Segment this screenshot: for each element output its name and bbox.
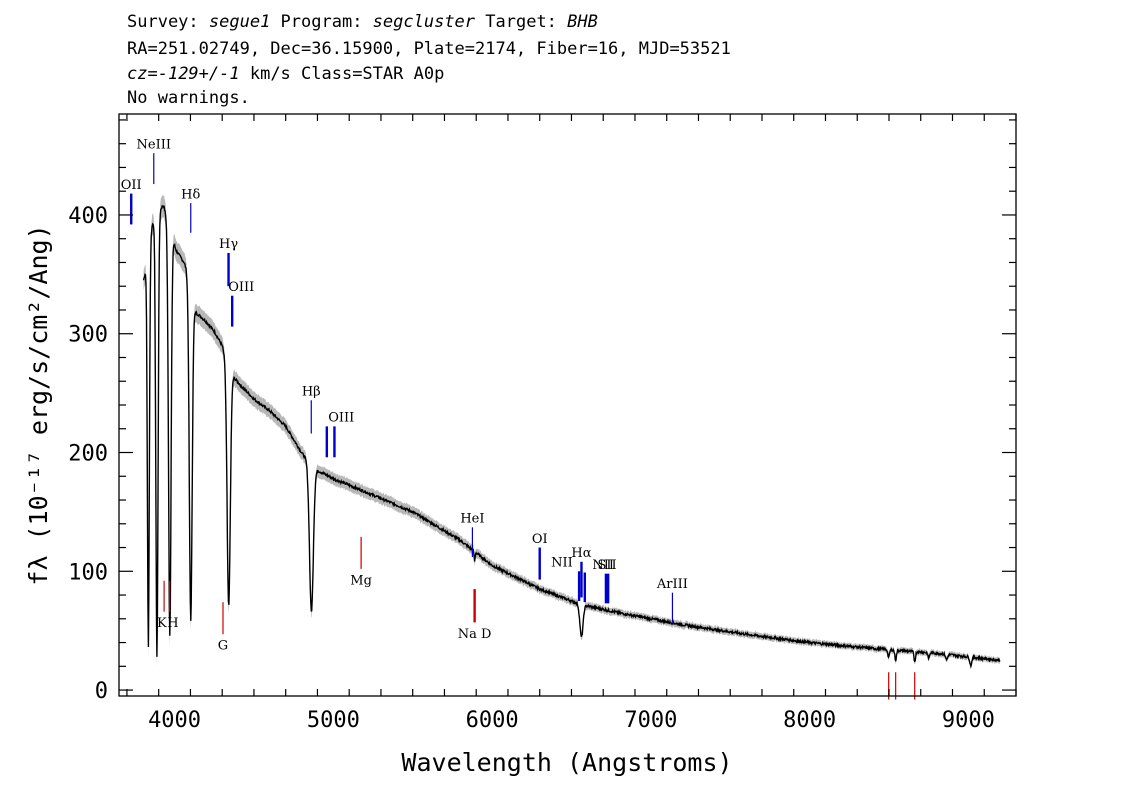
emission-label: Hγ bbox=[219, 237, 238, 252]
header-line-coords: RA=251.02749, Dec=36.15900, Plate=2174, … bbox=[127, 39, 731, 59]
spectrum-line bbox=[142, 204, 1001, 669]
error-band bbox=[143, 195, 1001, 670]
survey-value: segue1 bbox=[209, 12, 270, 32]
cz-label: cz= bbox=[127, 64, 158, 84]
survey-label: Survey: bbox=[127, 12, 209, 32]
emission-label: HeI bbox=[460, 512, 484, 527]
header-line-warnings: No warnings. bbox=[127, 88, 250, 108]
axis-ticks: 4000 5000 6000 7000 8000 9000 0 100 200 300 400 bbox=[68, 114, 1017, 733]
y-tick-label: 200 bbox=[68, 442, 108, 467]
emission-label: OIII bbox=[228, 280, 254, 295]
y-tick-label: 100 bbox=[68, 560, 108, 585]
x-tick-label: 6000 bbox=[466, 708, 519, 733]
absorption-label: G bbox=[218, 639, 228, 654]
emission-label: Hδ bbox=[181, 187, 200, 202]
program-label: Program: bbox=[270, 12, 372, 32]
x-tick-label: 7000 bbox=[624, 708, 677, 733]
absorption-label: Mg bbox=[350, 573, 372, 588]
emission-label: Hβ bbox=[302, 384, 321, 399]
header-line-survey: Survey: segue1 Program: segcluster Targe… bbox=[127, 12, 598, 32]
absorption-label: Na D bbox=[458, 627, 492, 642]
absorption-label: K bbox=[157, 616, 167, 631]
emission-label: NII bbox=[551, 556, 573, 571]
y-tick-label: 300 bbox=[68, 323, 108, 348]
emission-label: NeIII bbox=[137, 137, 171, 152]
y-tick-label: 400 bbox=[68, 204, 108, 229]
emission-label: SII bbox=[597, 558, 616, 573]
x-tick-label: 5000 bbox=[307, 708, 360, 733]
header-line-redshift: cz=-129+/-1 km/s Class=STAR A0p bbox=[127, 64, 444, 84]
emission-label: OI bbox=[532, 532, 548, 547]
x-axis-label: Wavelength (Angstroms) bbox=[401, 748, 732, 777]
emission-label: OIII bbox=[328, 411, 354, 426]
program-value: segcluster bbox=[373, 12, 476, 32]
y-tick-label: 0 bbox=[95, 679, 108, 704]
x-tick-label: 4000 bbox=[148, 708, 201, 733]
y-axis-label: fλ (10⁻¹⁷ erg/s/cm²/Ang) bbox=[24, 224, 53, 585]
plot-area: OIINeIIIHδHγOIIIHβOIIIHeIOINIIHαNIISIIAr… bbox=[121, 137, 1001, 700]
emission-label: ArIII bbox=[656, 577, 688, 592]
x-tick-label: 9000 bbox=[942, 708, 995, 733]
emission-label: NII bbox=[592, 558, 614, 573]
emission-label: Hα bbox=[571, 546, 591, 561]
absorption-label: H bbox=[167, 616, 178, 631]
x-tick-label: 8000 bbox=[783, 708, 836, 733]
target-value: BHB bbox=[567, 12, 598, 32]
emission-label: OII bbox=[121, 178, 142, 193]
class-text: km/s Class=STAR A0p bbox=[240, 64, 445, 84]
target-label: Target: bbox=[475, 12, 567, 32]
cz-value: -129+/-1 bbox=[158, 64, 240, 84]
